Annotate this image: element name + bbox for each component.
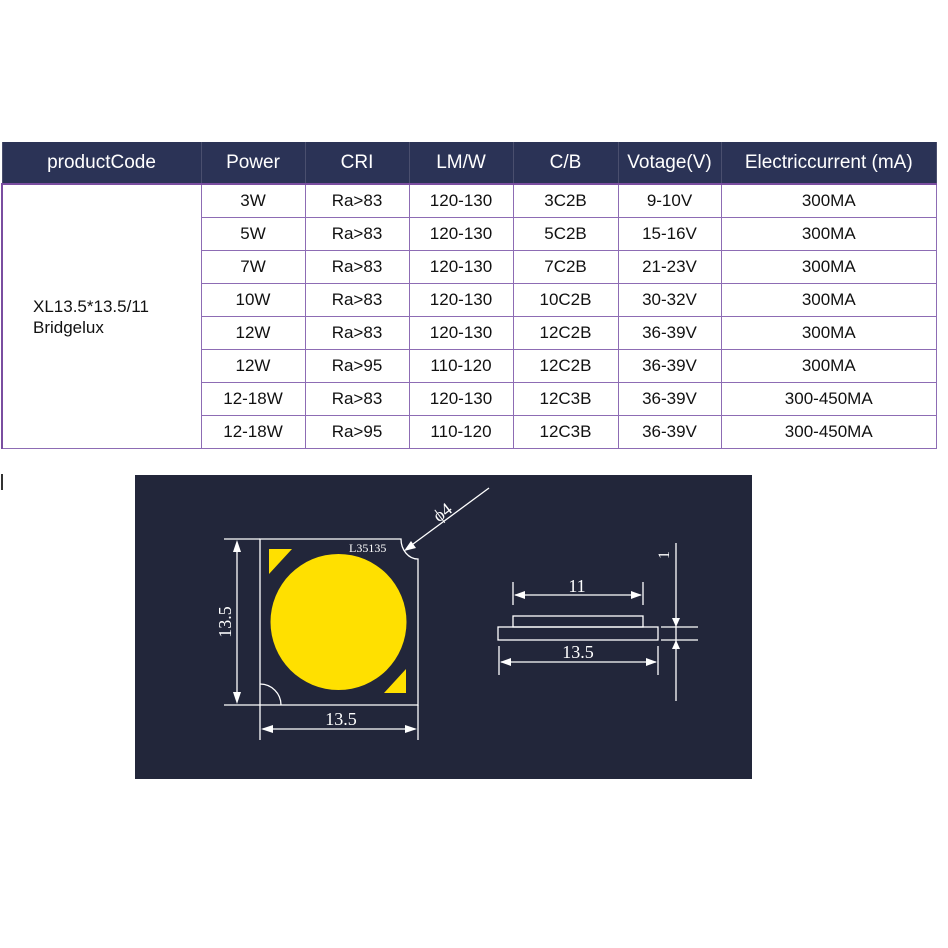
table-row: 12W Ra>95 110-120 12C2B 36-39V 300MA [2,349,937,383]
table-cell: 21-23V [617,250,722,284]
table-cell: Ra>83 [304,217,410,251]
table-cell: 36-39V [617,382,722,416]
chip-outline [259,538,419,706]
table-cell: 300MA [720,250,937,284]
table-row: 5W Ra>83 120-130 5C2B 15-16V 300MA [2,217,937,251]
table-row: 12W Ra>83 120-130 12C2B 36-39V 300MA [2,316,937,350]
table-cell: 120-130 [408,283,514,317]
table-cell: Ra>83 [304,283,410,317]
table-cell: 10W [200,283,306,317]
product-code-line: XL13.5*13.5/11 [33,296,149,316]
table-cell: 12-18W [200,382,306,416]
column-header: Power [200,142,306,185]
table-cell: 12C2B [512,316,619,350]
column-header: Electriccurrent (mA) [720,142,937,185]
front-view: L35135 13.5 13.5 ϕ4 [215,487,490,740]
width-dim: 13.5 [325,709,357,729]
table-cell: 120-130 [408,382,514,416]
column-header: C/B [512,142,619,185]
product-code-cell: XL13.5*13.5/11 Bridgelux [1,183,202,449]
table-cell: 120-130 [408,250,514,284]
column-header: LM/W [408,142,514,185]
side-width-dim: 13.5 [562,642,594,662]
chip-label: L35135 [349,541,386,555]
table-cell: 12W [200,349,306,383]
side-top-dim: 11 [568,576,585,596]
product-code-line: Bridgelux [33,317,104,337]
table-cell: 300MA [720,316,937,350]
table-cell: Ra>95 [304,349,410,383]
table-row: 10W Ra>83 120-130 10C2B 30-32V 300MA [2,283,937,317]
table-cell: 36-39V [617,415,722,449]
table-cell: 5W [200,217,306,251]
table-cell: 300MA [720,217,937,251]
table-cell: 36-39V [617,316,722,350]
table-cell: 120-130 [408,217,514,251]
table-cell: 7C2B [512,250,619,284]
table-cell: 12-18W [200,415,306,449]
table-cell: 12C2B [512,349,619,383]
table-cell: 300-450MA [720,382,937,416]
table-cell: 300-450MA [720,415,937,449]
thickness-dim: 1 [656,551,673,559]
hole-dim: ϕ4 [429,499,456,526]
table-cell: 300MA [720,183,937,218]
table-cell: Ra>95 [304,415,410,449]
table-cell: 120-130 [408,316,514,350]
dimension-drawing: L35135 13.5 13.5 ϕ4 11 13.5 1 [135,475,752,779]
table-cell: 15-16V [617,217,722,251]
table-cell: 10C2B [512,283,619,317]
table-cell: 9-10V [617,183,722,218]
table-cell: 120-130 [408,183,514,218]
table-row: 12-18W Ra>95 110-120 12C3B 36-39V 300-450MA [2,415,937,449]
table-cell: Ra>83 [304,183,410,218]
table-row: 12-18W Ra>83 120-130 12C3B 36-39V 300-450MA [2,382,937,416]
table-cell: Ra>83 [304,382,410,416]
table-cell: 300MA [720,283,937,317]
emitter-circle [270,554,407,690]
height-dim: 13.5 [215,606,235,638]
table-cell: Ra>83 [304,316,410,350]
table-cell: 5C2B [512,217,619,251]
table-cell: 3C2B [512,183,619,218]
table-cell: 12C3B [512,382,619,416]
table-cell: 110-120 [408,415,514,449]
corner-arc [259,683,282,706]
table-cell: 3W [200,183,306,218]
table-cell: 7W [200,250,306,284]
column-header: productCode [1,142,202,185]
table-cell: 300MA [720,349,937,383]
table-cell: Ra>83 [304,250,410,284]
table-cell: 30-32V [617,283,722,317]
edge-mark [1,474,3,490]
table-row: 7W Ra>83 120-130 7C2B 21-23V 300MA [2,250,937,284]
table-cell: 12W [200,316,306,350]
spec-table: productCode Power CRI LM/W C/B Votage(V) Elect… [1,142,937,449]
triangle-mark [269,549,292,574]
column-header: Votage(V) [617,142,722,185]
table-cell: 36-39V [617,349,722,383]
table-cell: 110-120 [408,349,514,383]
column-header: CRI [304,142,410,185]
triangle-mark [384,669,406,693]
side-view: 11 13.5 1 [497,543,698,701]
table-row: XL13.5*13.5/11 Bridgelux 3W Ra>83 120-130 3C2… [1,183,937,449]
table-cell: 12C3B [512,415,619,449]
